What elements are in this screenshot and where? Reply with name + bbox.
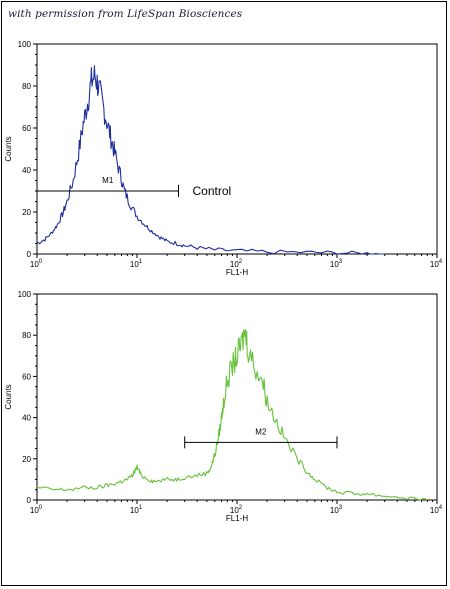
marker-label: M2 [255, 427, 267, 436]
x-tick-label: 103 [330, 505, 343, 515]
histogram-series-line [36, 65, 385, 255]
histogram-series-line [36, 329, 428, 501]
control-annotation: Control [192, 184, 231, 198]
x-tick-label: 103 [330, 259, 343, 269]
x-tick-label: 104 [430, 505, 443, 515]
permission-watermark: with permission from LifeSpan Bioscience… [8, 8, 243, 20]
y-tick-label: 40 [22, 414, 31, 423]
histogram-panel-1: 0 20 40 60 80 100 100 101 102 103 104 FL1-H Counts M1… [4, 40, 443, 277]
y-tick-label: 80 [22, 82, 31, 91]
plot-frame [36, 293, 438, 501]
y-axis-title: Counts [4, 384, 13, 409]
x-tick-label: 102 [230, 259, 243, 269]
histogram-panel-2: 0 20 40 60 80 100 100 101 102 103 104 FL1-H Counts M2 [4, 290, 443, 523]
y-tick-label: 100 [18, 40, 32, 49]
x-tick-label: 101 [130, 259, 143, 269]
y-tick-label: 40 [22, 166, 31, 175]
x-tick-label: 101 [130, 505, 143, 515]
x-axis-title: FL1-H [226, 268, 248, 277]
marker-label: M1 [102, 176, 114, 185]
x-tick-label: 102 [230, 505, 243, 515]
x-axis-title: FL1-H [226, 514, 248, 523]
x-tick-label: 100 [30, 505, 43, 515]
y-tick-label: 20 [22, 208, 31, 217]
y-tick-label: 0 [27, 496, 32, 505]
y-tick-label: 0 [27, 250, 32, 259]
y-tick-label: 60 [22, 372, 31, 381]
x-tick-label: 104 [430, 259, 443, 269]
y-tick-label: 20 [22, 455, 31, 464]
y-tick-label: 100 [18, 290, 32, 299]
x-tick-label: 100 [30, 259, 43, 269]
y-axis-title: Counts [4, 136, 13, 161]
y-tick-label: 60 [22, 124, 31, 133]
y-tick-label: 80 [22, 331, 31, 340]
